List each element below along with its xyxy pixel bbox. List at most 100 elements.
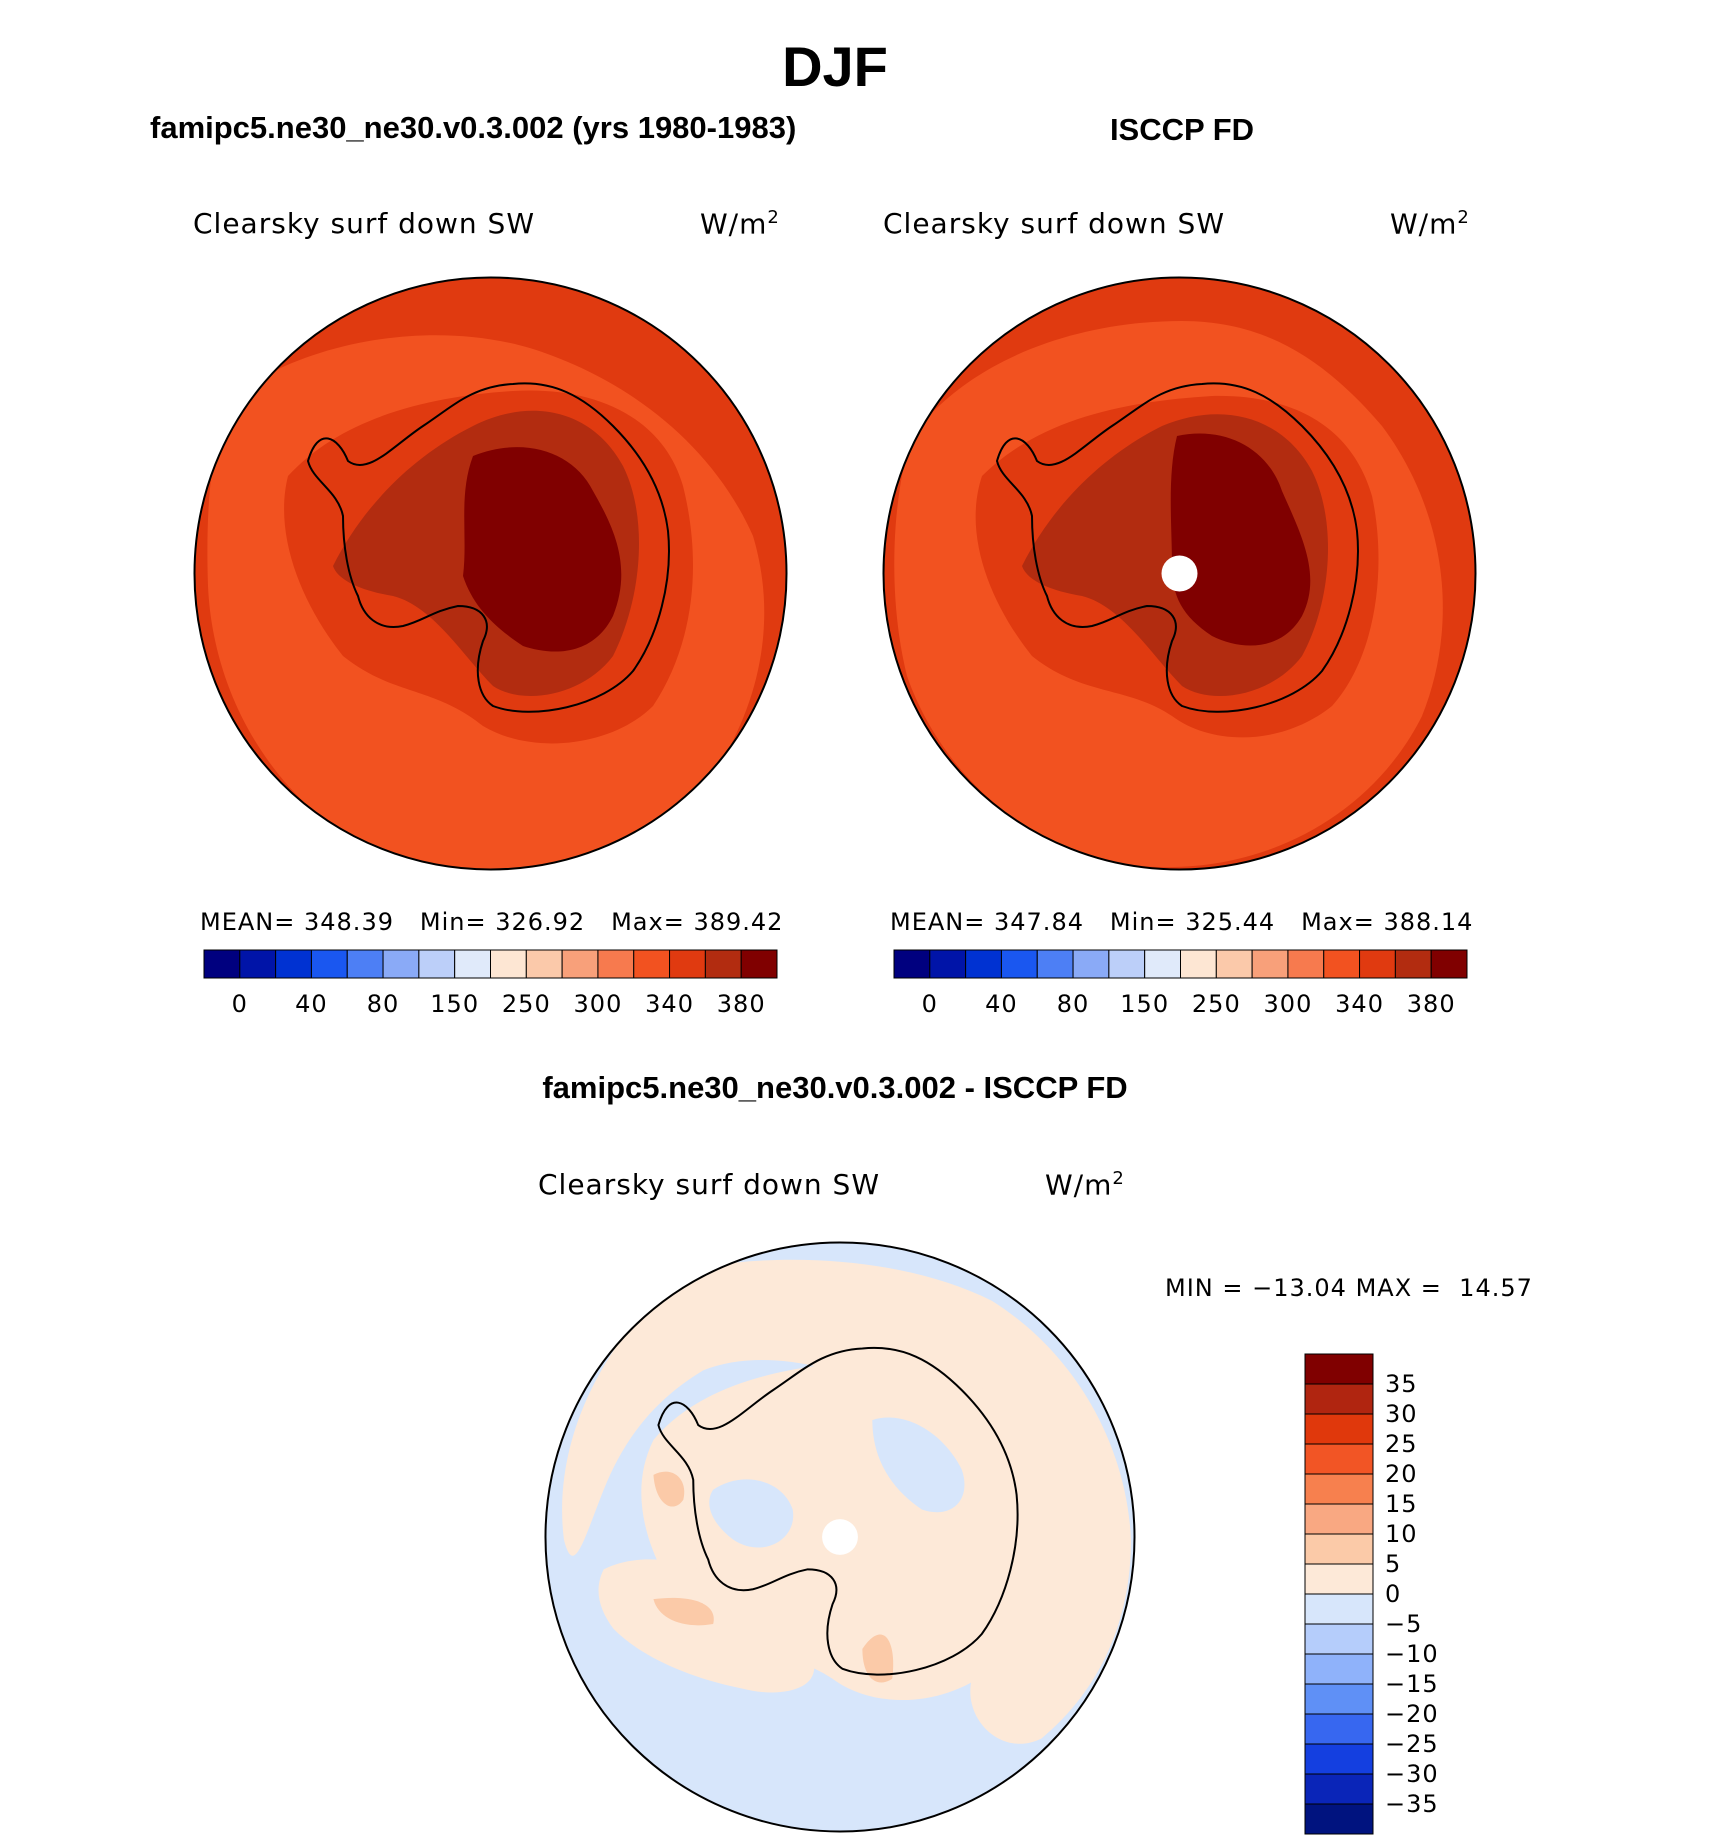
max-label: Max= bbox=[611, 908, 685, 936]
colorbar-tick-label: 40 bbox=[295, 990, 328, 1018]
colorbar-swatch bbox=[929, 949, 967, 979]
panel-b-stats: MEAN= 347.84 Min= 325.44 Max= 388.14 bbox=[890, 908, 1473, 936]
panel-b-map bbox=[882, 276, 1477, 871]
colorbar-swatch bbox=[561, 949, 599, 979]
min-label: Min= bbox=[1109, 908, 1177, 936]
colorbar-tick-label: 25 bbox=[1385, 1430, 1418, 1458]
colorbar-swatch bbox=[490, 949, 527, 979]
colorbar-tick-label: 380 bbox=[1406, 990, 1456, 1018]
colorbar-tick-label: 150 bbox=[1120, 990, 1170, 1018]
panel-a-stats: MEAN= 348.39 Min= 326.92 Max= 389.42 bbox=[200, 908, 783, 936]
min-label: MIN = bbox=[1165, 1274, 1244, 1302]
max-label: MAX = bbox=[1355, 1274, 1442, 1302]
colorbar-swatch bbox=[1304, 1803, 1374, 1835]
colorbar-swatch bbox=[669, 949, 706, 979]
units-base: W/m bbox=[1390, 207, 1458, 241]
colorbar-tick-label: 80 bbox=[1056, 990, 1090, 1018]
colorbar-swatch bbox=[1304, 1593, 1374, 1625]
main-title: DJF bbox=[782, 35, 888, 98]
colorbar-swatch bbox=[275, 949, 312, 979]
units-base: W/m bbox=[1045, 1168, 1113, 1202]
max-label: Max= bbox=[1301, 908, 1375, 936]
panel-b-title: ISCCP FD bbox=[1109, 112, 1255, 147]
colorbar-swatch bbox=[346, 949, 384, 979]
colorbar-swatch bbox=[1304, 1743, 1374, 1775]
antarctica-coastline bbox=[306, 382, 670, 713]
colorbar-tick-label: 0 bbox=[921, 990, 938, 1018]
colorbar-swatch bbox=[1430, 949, 1468, 979]
min-value: 326.92 bbox=[495, 908, 586, 936]
colorbar-tick-label: −10 bbox=[1385, 1640, 1439, 1668]
region-positive-5-10 bbox=[653, 1471, 685, 1507]
panel-b-colorbar bbox=[893, 949, 1468, 979]
panel-a-colorbar-ticks: 0 40 80 150 250 300 340 380 bbox=[204, 990, 777, 1020]
colorbar-swatch bbox=[1000, 949, 1038, 979]
colorbar-swatch bbox=[1304, 1473, 1374, 1505]
missing-data-pole bbox=[822, 1519, 858, 1555]
colorbar-tick-label: −15 bbox=[1385, 1670, 1439, 1698]
colorbar-tick-label: 80 bbox=[366, 990, 400, 1018]
colorbar-tick-label: 0 bbox=[231, 990, 248, 1018]
difference-title: famipc5.ne30_ne30.v0.3.002 - ISCCP FD bbox=[542, 1070, 1128, 1105]
colorbar-swatch bbox=[1180, 949, 1217, 979]
difference-stats: MIN = −13.04 MAX = 14.57 bbox=[1165, 1274, 1533, 1302]
colorbar-swatch bbox=[1287, 949, 1325, 979]
colorbar-swatch bbox=[1036, 949, 1074, 979]
colorbar-tick-label: −25 bbox=[1385, 1730, 1439, 1758]
colorbar-tick-label: 15 bbox=[1385, 1490, 1418, 1518]
panel-b-colorbar-ticks: 0 40 80 150 250 300 340 380 bbox=[894, 990, 1467, 1020]
min-value: −13.04 bbox=[1252, 1274, 1347, 1302]
colorbar-swatch bbox=[310, 949, 348, 979]
colorbar-tick-label: −5 bbox=[1385, 1610, 1423, 1638]
colorbar-tick-label: 300 bbox=[573, 990, 623, 1018]
colorbar-swatch bbox=[1323, 949, 1361, 979]
mean-value: 347.84 bbox=[994, 908, 1084, 936]
colorbar-tick-label: 250 bbox=[1191, 990, 1241, 1018]
colorbar-swatch bbox=[740, 949, 778, 979]
max-value: 389.42 bbox=[693, 908, 784, 936]
map-border bbox=[193, 276, 788, 871]
colorbar-swatch bbox=[382, 949, 420, 979]
map-border bbox=[882, 276, 1477, 871]
colorbar-swatch bbox=[1304, 1623, 1374, 1655]
colorbar-swatch bbox=[1394, 949, 1432, 979]
units-base: W/m bbox=[700, 207, 768, 241]
region-positive-ocean bbox=[562, 1259, 1132, 1744]
antarctica-coastline bbox=[657, 1346, 1019, 1676]
max-value: 14.57 bbox=[1459, 1274, 1533, 1302]
colorbar-tick-label: 5 bbox=[1385, 1550, 1402, 1578]
difference-colorbar-ticks: 35 30 25 20 15 10 5 0 −5 −10 −15 −20 −25 −30 −35 bbox=[1385, 1354, 1465, 1834]
colorbar-tick-label: 20 bbox=[1385, 1460, 1418, 1488]
difference-variable-label: Clearsky surf down SW bbox=[538, 1168, 881, 1201]
mean-label: MEAN= bbox=[200, 908, 296, 936]
panel-a-units-label: W/m2 bbox=[700, 207, 780, 240]
colorbar-swatch bbox=[203, 949, 241, 979]
difference-colorbar bbox=[1304, 1353, 1374, 1835]
region-positive-5-10 bbox=[862, 1634, 894, 1683]
colorbar-swatch bbox=[965, 949, 1002, 979]
colorbar-swatch bbox=[525, 949, 563, 979]
colorbar-swatch bbox=[1215, 949, 1253, 979]
colorbar-swatch bbox=[1304, 1683, 1374, 1715]
panel-b-units-label: W/m2 bbox=[1390, 207, 1470, 240]
region-positive-patch bbox=[598, 1559, 815, 1693]
min-label: Min= bbox=[419, 908, 487, 936]
region-negative-patch bbox=[872, 1417, 965, 1513]
panel-a-colorbar bbox=[203, 949, 778, 979]
colorbar-tick-label: 10 bbox=[1385, 1520, 1418, 1548]
colorbar-swatch bbox=[418, 949, 456, 979]
panel-a-title: famipc5.ne30_ne30.v0.3.002 (yrs 1980-198… bbox=[150, 110, 797, 145]
region-negative-patch bbox=[709, 1479, 794, 1548]
colorbar-tick-label: 150 bbox=[430, 990, 480, 1018]
colorbar-swatch bbox=[1304, 1563, 1374, 1595]
colorbar-swatch bbox=[1304, 1443, 1374, 1475]
colorbar-swatch bbox=[1304, 1653, 1374, 1685]
units-exponent: 2 bbox=[1457, 207, 1470, 228]
colorbar-tick-label: 30 bbox=[1385, 1400, 1418, 1428]
missing-data-pole bbox=[1161, 555, 1198, 592]
min-value: 325.44 bbox=[1185, 908, 1276, 936]
units-exponent: 2 bbox=[767, 207, 780, 228]
colorbar-swatch bbox=[1304, 1383, 1374, 1415]
colorbar-swatch bbox=[1108, 949, 1146, 979]
panel-a-map bbox=[193, 276, 788, 871]
